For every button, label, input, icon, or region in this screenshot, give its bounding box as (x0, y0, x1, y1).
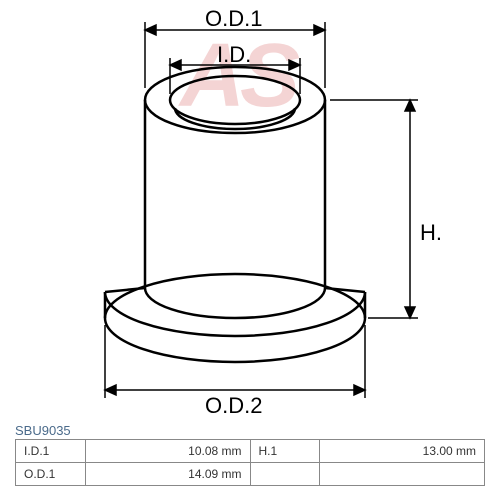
part-number: SBU9035 (15, 423, 71, 438)
spec-value: 13.00 mm (320, 440, 485, 463)
spec-label: I.D.1 (16, 440, 86, 463)
table-row: O.D.1 14.09 mm (16, 463, 485, 486)
spec-label: O.D.1 (16, 463, 86, 486)
spec-value (320, 463, 485, 486)
label-od2: O.D.2 (205, 393, 262, 418)
bushing-diagram: O.D.1 I.D. O.D.2 H. (50, 10, 450, 420)
spec-label (250, 463, 320, 486)
spec-value: 10.08 mm (85, 440, 250, 463)
spec-table: I.D.1 10.08 mm H.1 13.00 mm O.D.1 14.09 … (15, 439, 485, 486)
spec-label: H.1 (250, 440, 320, 463)
table-row: I.D.1 10.08 mm H.1 13.00 mm (16, 440, 485, 463)
label-h: H. (420, 220, 442, 245)
label-od1: O.D.1 (205, 10, 262, 31)
label-id: I.D. (217, 42, 251, 67)
spec-value: 14.09 mm (85, 463, 250, 486)
